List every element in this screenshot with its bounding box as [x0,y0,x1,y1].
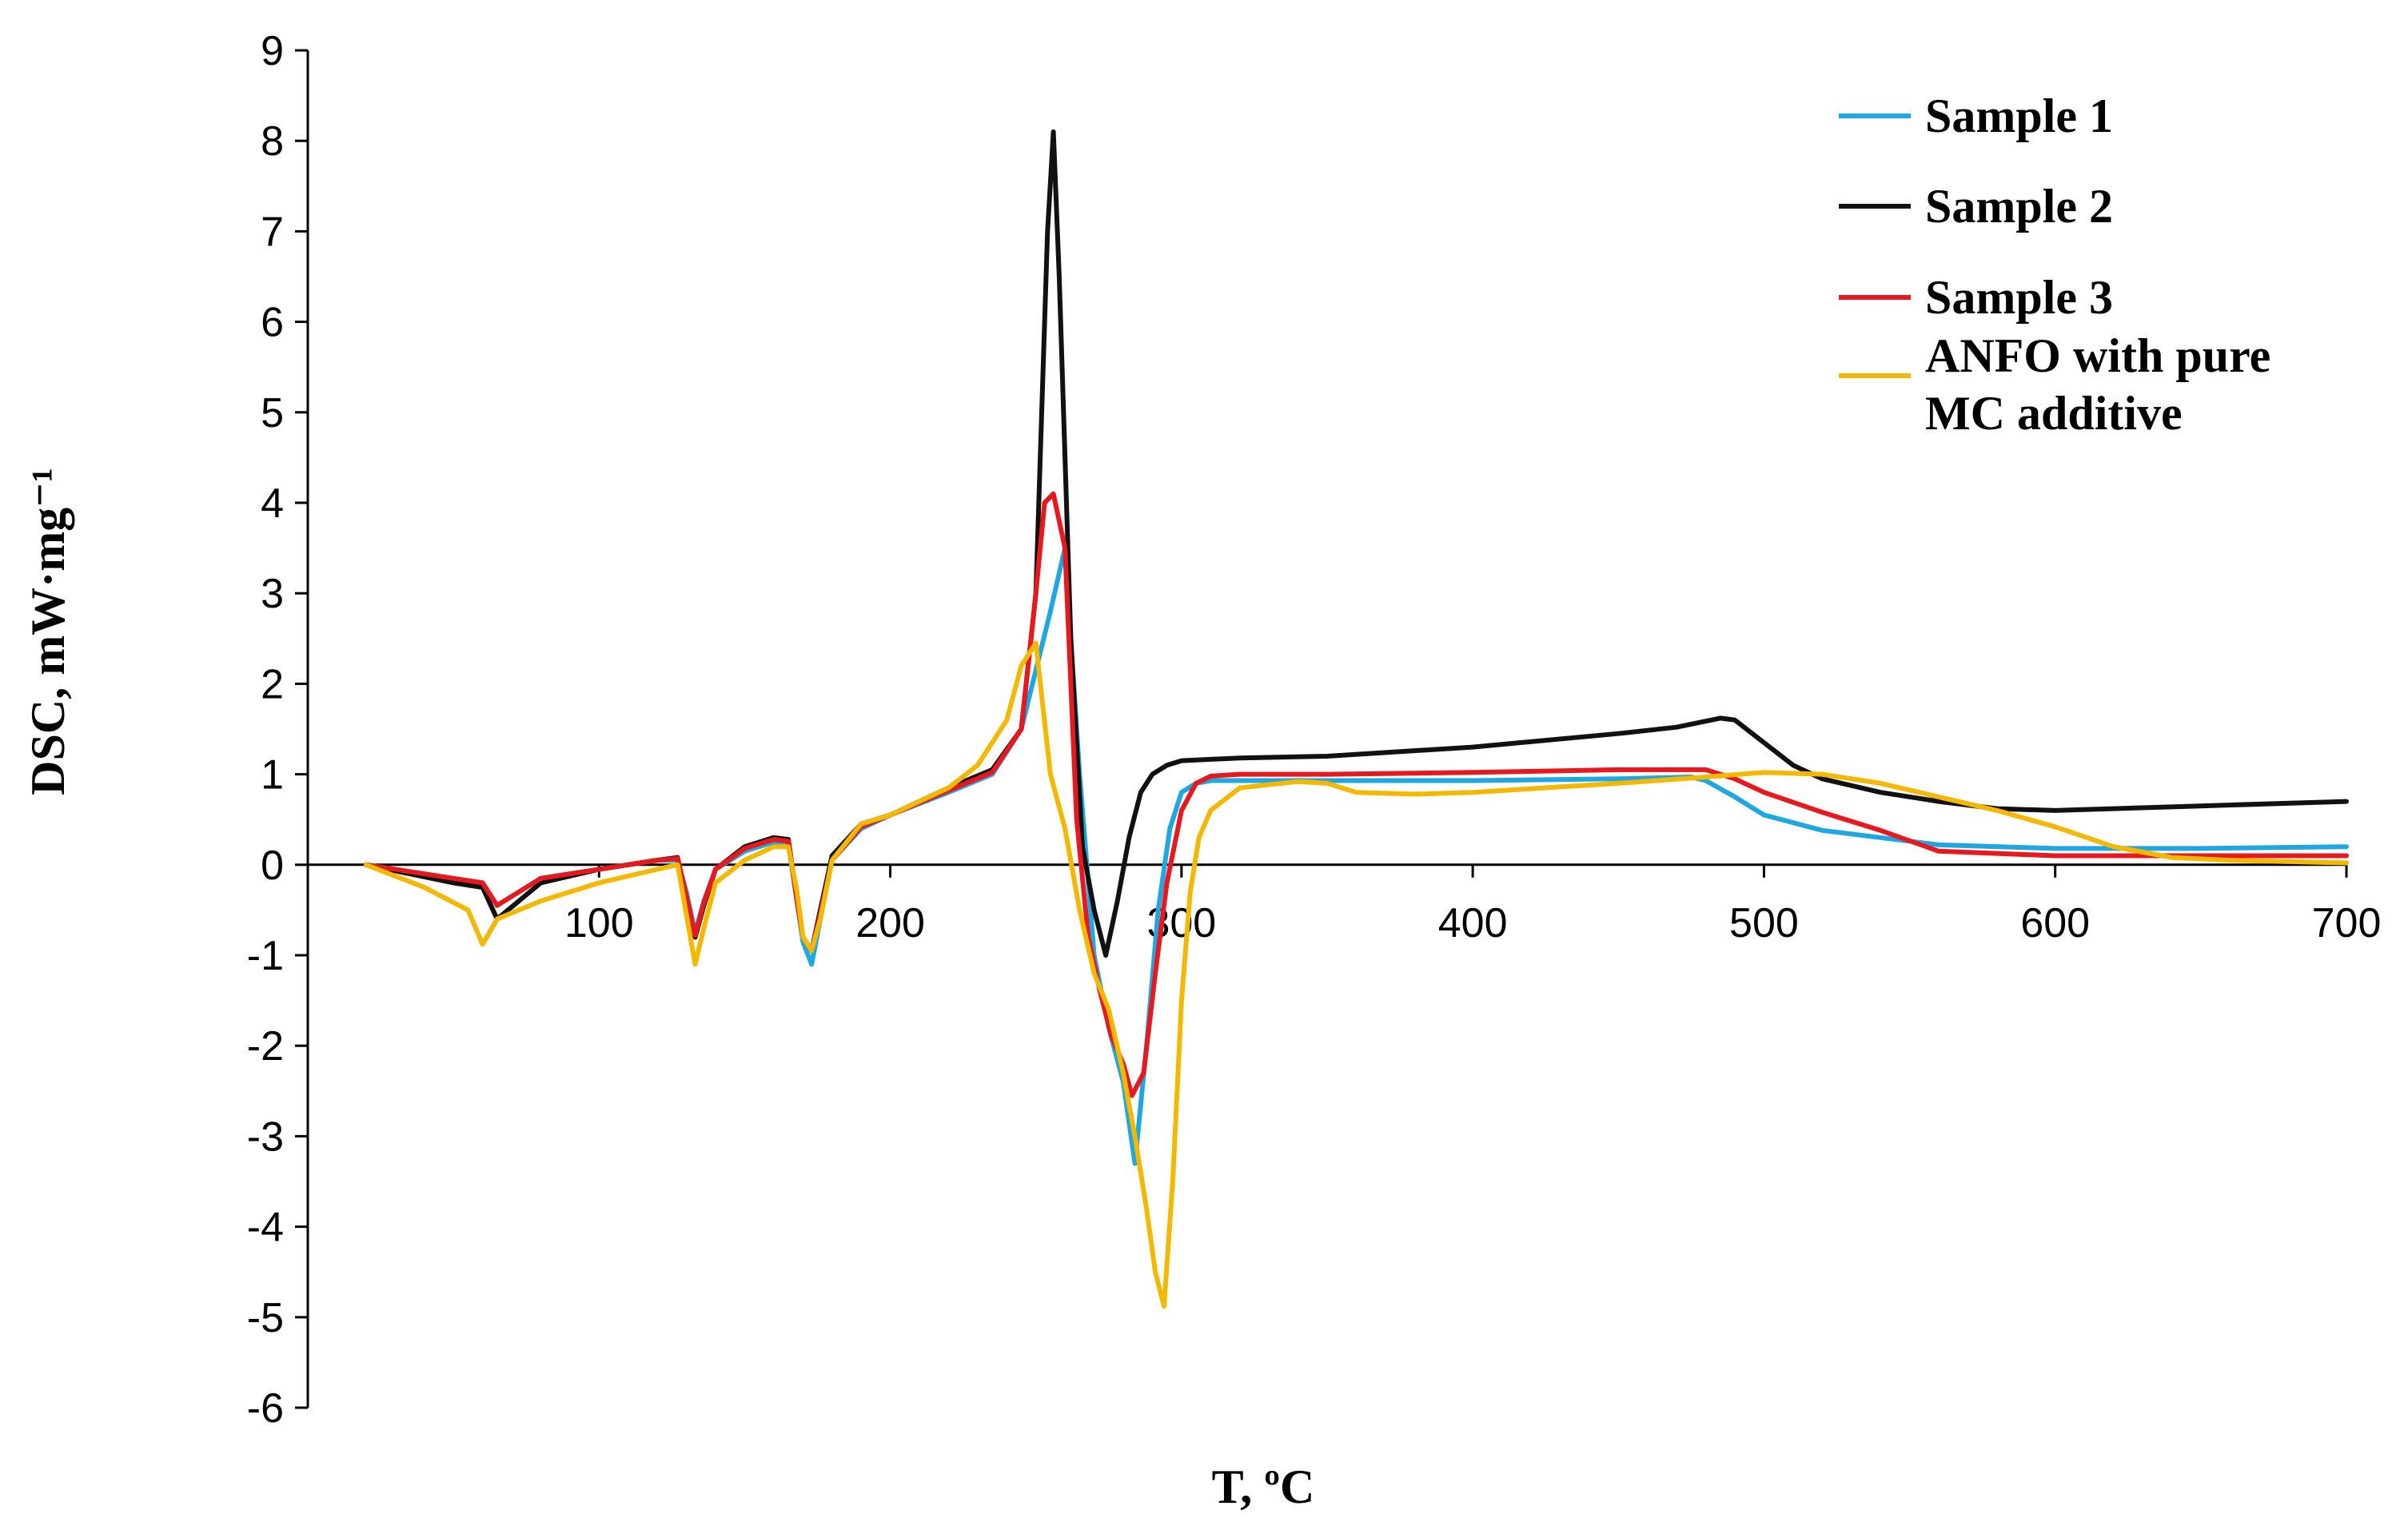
y-tick-label: 3 [261,571,284,617]
y-tick-label: -5 [247,1295,284,1341]
x-tick-label: 600 [2020,900,2090,946]
y-tick-label: -6 [247,1385,284,1432]
y-tick-label: 5 [261,390,284,436]
x-tick-label: 200 [855,900,925,946]
x-axis-title: T, ºC [1212,1460,1315,1513]
y-tick-label: 1 [261,752,284,799]
x-tick-label: 400 [1438,900,1508,946]
series-line-2 [363,129,2349,958]
y-tick-label: -1 [247,933,284,979]
y-tick-label: -2 [247,1023,284,1070]
y-tick-label: -3 [247,1114,284,1160]
y-tick-label: 7 [261,209,284,255]
legend-label-3: Sample 3 [1925,271,2113,324]
series-line-4 [363,640,2349,1309]
legend-label-2: Sample 2 [1925,180,2113,233]
series-layer [363,129,2349,1309]
x-tick-label: 500 [1729,900,1799,946]
y-tick-label: 2 [261,661,284,707]
y-axis-title: DSC, mW·mg⁻¹ [22,468,74,795]
x-tick-label: 700 [2312,900,2382,946]
y-tick-label: 4 [261,480,284,527]
legend-label-1: Sample 1 [1925,90,2113,142]
y-tick-label: 9 [261,28,284,74]
y-tick-label: 0 [261,843,284,889]
y-tick-label: -4 [247,1205,284,1251]
y-tick-label: 8 [261,118,284,165]
x-tick-label: 100 [564,900,634,946]
y-tick-label: 6 [261,300,284,346]
legend-label-4: ANFO with pure MC additive [1925,329,2270,440]
series-line-3 [363,491,2349,1098]
